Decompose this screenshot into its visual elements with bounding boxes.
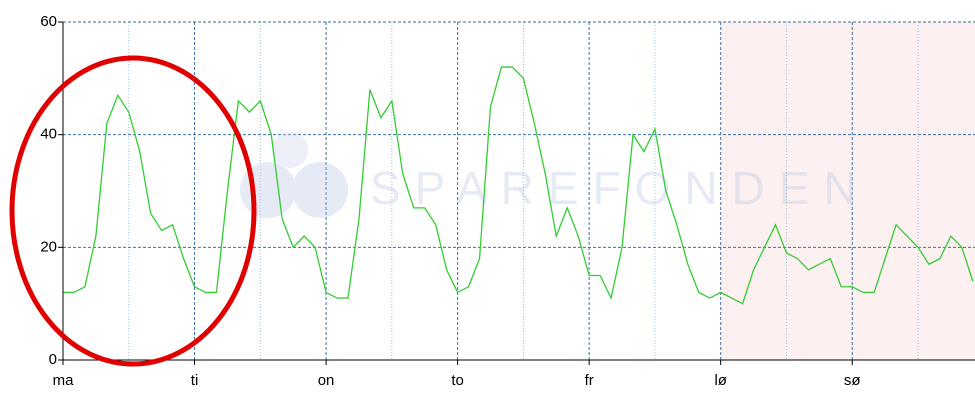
y-tick-label: 40 <box>40 126 57 143</box>
y-tick-label: 60 <box>40 13 57 30</box>
y-tick-label: 20 <box>40 238 57 255</box>
x-tick-label: to <box>451 372 464 389</box>
watermark-text: SPAREFONDEN <box>370 162 871 214</box>
x-tick-label: ti <box>191 372 199 389</box>
x-tick-label: ma <box>53 372 74 389</box>
plot-layer: 0 20 40 60 ma ti on to fr lø sø <box>40 13 975 389</box>
highlight-ellipse <box>9 55 257 367</box>
x-tick-label: on <box>318 372 335 389</box>
logo-circle <box>272 132 308 168</box>
x-tick-label: fr <box>585 372 594 389</box>
logo-circle <box>292 162 348 218</box>
weekend-shade <box>720 22 975 360</box>
x-tick-label: sø <box>844 372 861 389</box>
background-layer <box>63 21 975 360</box>
x-tick-label: lø <box>714 372 727 389</box>
y-tick-label: 0 <box>49 351 57 368</box>
data-line <box>63 66 974 305</box>
